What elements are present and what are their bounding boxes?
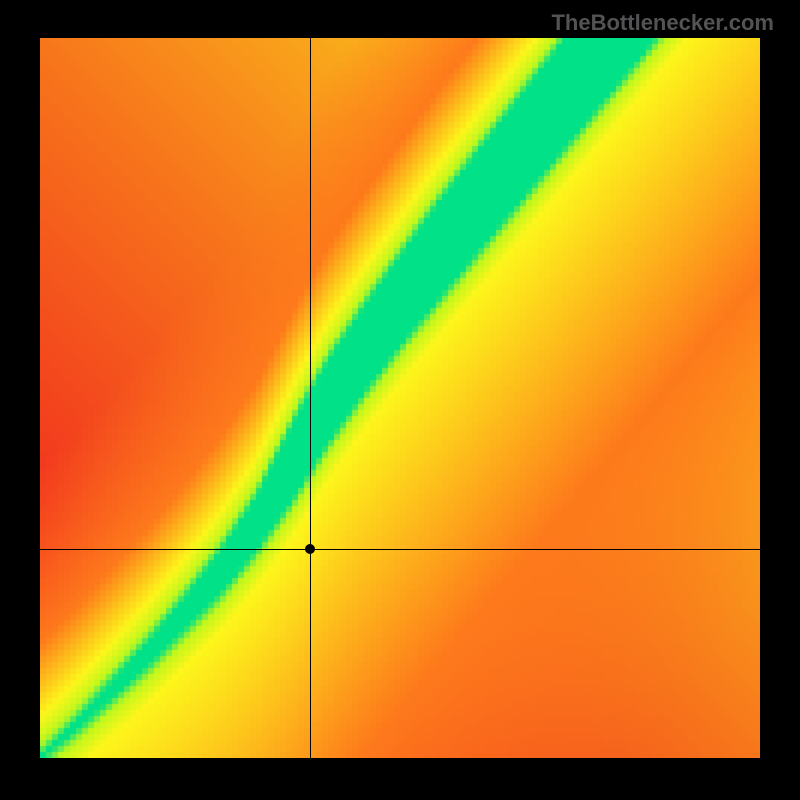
heatmap-plot (40, 38, 760, 758)
heatmap-canvas (40, 38, 760, 758)
crosshair-marker (305, 544, 315, 554)
watermark-text: TheBottlenecker.com (551, 10, 774, 36)
crosshair-vertical (310, 38, 311, 758)
crosshair-horizontal (40, 549, 760, 550)
chart-container: TheBottlenecker.com (0, 0, 800, 800)
